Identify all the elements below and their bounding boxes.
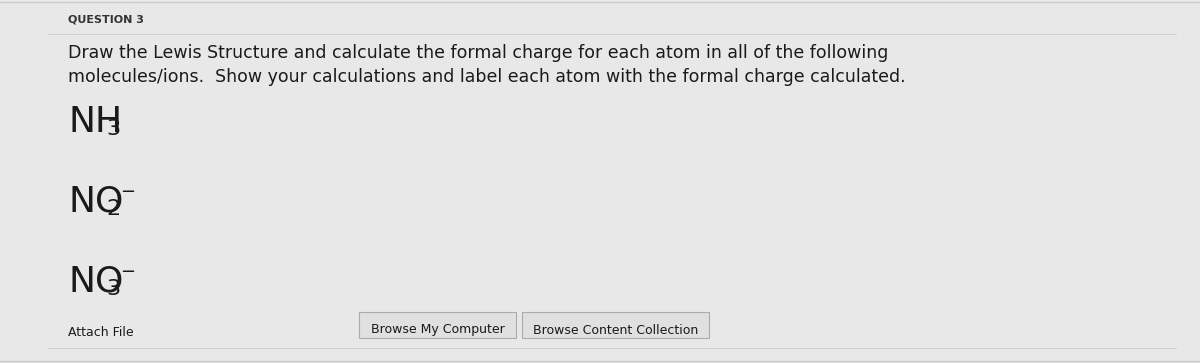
Text: QUESTION 3: QUESTION 3 xyxy=(68,14,144,24)
Text: Browse My Computer: Browse My Computer xyxy=(371,323,504,337)
FancyBboxPatch shape xyxy=(522,312,709,338)
Text: 3: 3 xyxy=(106,279,120,299)
Text: −: − xyxy=(120,263,136,281)
Text: NO: NO xyxy=(68,265,124,299)
Text: Draw the Lewis Structure and calculate the formal charge for each atom in all of: Draw the Lewis Structure and calculate t… xyxy=(68,44,888,62)
Text: molecules/ions.  Show your calculations and label each atom with the formal char: molecules/ions. Show your calculations a… xyxy=(68,68,906,86)
Text: Browse Content Collection: Browse Content Collection xyxy=(533,323,698,337)
Text: 2: 2 xyxy=(106,199,120,219)
Text: −: − xyxy=(120,183,136,201)
Text: NO: NO xyxy=(68,185,124,219)
Text: Attach File: Attach File xyxy=(68,326,133,339)
Text: 3: 3 xyxy=(106,119,120,139)
Text: NH: NH xyxy=(68,105,122,139)
FancyBboxPatch shape xyxy=(359,312,516,338)
